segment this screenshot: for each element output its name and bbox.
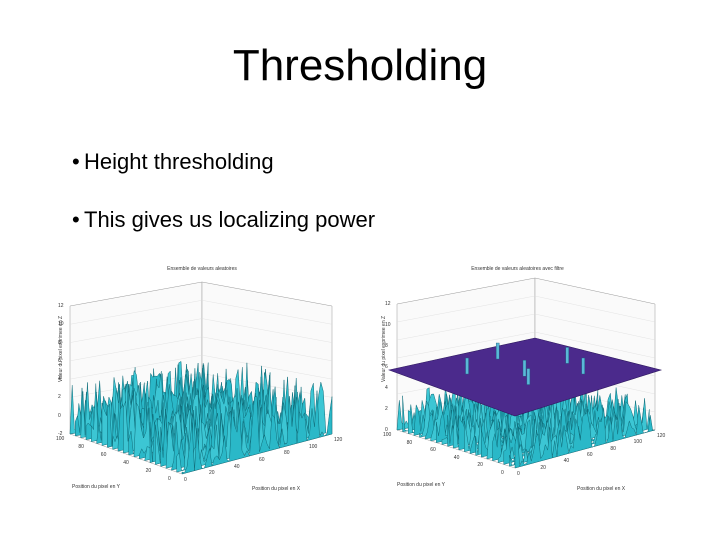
y-axis-label: Position du pixel en Y	[72, 484, 120, 490]
z-tick-label: 2	[385, 406, 388, 412]
y-tick-label: 20	[477, 462, 483, 469]
x-tick-label: 80	[610, 445, 616, 452]
x-tick-label: 20	[540, 464, 546, 471]
x-tick-label: 0	[517, 471, 520, 477]
x-tick-label: 100	[309, 443, 318, 450]
y-tick-label: 60	[430, 447, 436, 454]
grid-line	[396, 313, 536, 341]
grid-line	[201, 354, 333, 380]
z-tick-label: 6	[385, 364, 388, 370]
z-tick-label: 4	[385, 385, 388, 391]
peak-above-threshold	[495, 342, 500, 360]
y-tick-label: 40	[123, 460, 129, 466]
bullet-text: Height thresholding	[84, 149, 274, 174]
y-tick-label: 20	[145, 468, 152, 474]
peak-above-threshold	[581, 357, 585, 375]
y-tick-label: 60	[100, 452, 107, 458]
grid-line	[201, 300, 333, 325]
y-tick-label: 80	[406, 439, 413, 446]
grid-line	[69, 336, 203, 362]
surface-plot-canvas	[69, 281, 333, 475]
bullet-list: • Height thresholding • This gives us loca…	[72, 148, 375, 264]
y-axis-label: Position du pixel en Y	[397, 482, 445, 488]
peak-above-threshold	[465, 357, 469, 375]
z-tick-label: 0	[385, 427, 388, 433]
surface-ridge	[170, 386, 320, 471]
grid-line	[396, 295, 536, 323]
z-tick-label: 0	[58, 412, 61, 419]
z-tick-label: 2	[58, 394, 61, 401]
grid-line	[534, 331, 656, 359]
grid-line	[201, 318, 333, 343]
x-tick-label: 40	[234, 463, 240, 470]
z-tick-label: 10	[58, 321, 64, 328]
grid-line	[201, 336, 333, 362]
surface-ridge	[181, 390, 333, 475]
threshold-plane	[387, 337, 663, 417]
slide-title: Thresholding	[232, 41, 488, 90]
x-tick-label: 40	[563, 458, 570, 465]
z-tick-label: 12	[58, 303, 64, 309]
plot-title: Ensemble de valeurs aleatoires	[167, 266, 237, 272]
y-tick-label: 100	[56, 436, 65, 442]
surface-plot-random: Ensemble de valeurs aleatoires Valeur du…	[52, 262, 352, 494]
y-tick-label: 80	[78, 444, 84, 450]
grid-line	[69, 318, 203, 343]
peak-above-threshold	[522, 360, 527, 377]
z-tick-label: -2	[58, 431, 63, 437]
z-tick-label: 10	[385, 322, 391, 328]
grid-line	[534, 295, 656, 323]
surface-plot-canvas	[387, 277, 663, 469]
z-tick-label: 4	[58, 376, 61, 383]
peak-above-threshold	[526, 368, 531, 385]
bullet-item: • This gives us localizing power	[72, 207, 376, 232]
z-tick-label: 8	[58, 339, 61, 346]
x-axis-label: Position du pixel en X	[577, 486, 626, 492]
y-tick-label: 100	[383, 432, 392, 438]
x-tick-label: 100	[633, 439, 642, 446]
z-tick-label: 12	[385, 301, 391, 307]
x-tick-label: 20	[209, 470, 215, 477]
surface-plot-filtered: Ensemble de valeurs aleatoires avec filt…	[365, 262, 670, 494]
x-axis-label: Position du pixel en X	[252, 486, 301, 492]
x-tick-label: 60	[587, 452, 593, 458]
z-tick-label: 8	[385, 343, 388, 349]
y-tick-label: 0	[501, 470, 504, 476]
bullet-item: • Height thresholding	[72, 149, 274, 174]
peak-above-threshold	[565, 347, 569, 364]
plot-title: Ensemble de valeurs aleatoires avec filt…	[471, 266, 564, 272]
x-tick-label: 0	[184, 477, 187, 483]
grid-line	[69, 354, 203, 380]
x-tick-label: 120	[334, 437, 343, 443]
x-tick-label: 80	[284, 450, 290, 457]
bullet-text: This gives us localizing power	[84, 207, 376, 232]
grid-line	[534, 313, 656, 341]
grid-line	[396, 331, 536, 359]
x-tick-label: 120	[657, 433, 666, 439]
grid-line	[69, 300, 203, 325]
surface-ridge	[514, 405, 656, 469]
x-tick-label: 60	[259, 457, 265, 463]
y-tick-label: 40	[453, 454, 460, 461]
y-tick-label: 0	[168, 476, 171, 482]
z-tick-label: 6	[58, 357, 61, 364]
